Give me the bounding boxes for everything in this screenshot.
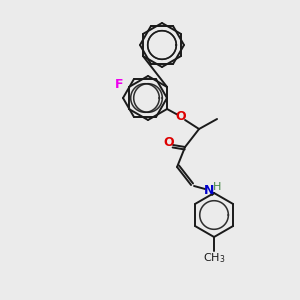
Text: O: O bbox=[164, 136, 174, 149]
Text: O: O bbox=[176, 110, 186, 124]
Text: N: N bbox=[204, 184, 214, 196]
Text: H: H bbox=[213, 182, 221, 192]
Text: F: F bbox=[115, 79, 123, 92]
Text: CH$_3$: CH$_3$ bbox=[203, 251, 225, 265]
